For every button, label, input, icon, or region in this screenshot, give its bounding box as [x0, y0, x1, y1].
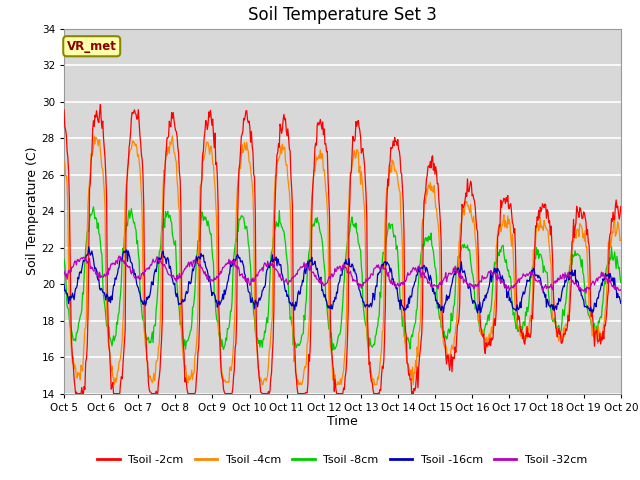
Title: Soil Temperature Set 3: Soil Temperature Set 3 [248, 6, 437, 24]
Tsoil -8cm [617, 280, 625, 286]
Line: Tsoil -16cm: Tsoil -16cm [64, 247, 621, 313]
Tsoil -4cm [186, 376, 193, 382]
Tsoil -32cm [428, 284, 435, 289]
Tsoil -16cm [214, 300, 222, 306]
Tsoil -16cm [85, 244, 93, 250]
Tsoil -16cm [128, 261, 136, 267]
Tsoil -8cm [428, 242, 436, 248]
Tsoil -32cm [411, 267, 419, 273]
Tsoil -2cm [70, 375, 78, 381]
Tsoil -8cm [128, 212, 136, 217]
Tsoil -32cm [185, 259, 193, 265]
Tsoil -2cm [186, 391, 193, 396]
Tsoil -2cm [72, 391, 79, 396]
Tsoil -32cm [60, 268, 68, 274]
Tsoil -2cm [617, 204, 625, 209]
Tsoil -8cm [70, 337, 78, 343]
Tsoil -2cm [428, 154, 436, 160]
Tsoil -16cm [70, 297, 78, 302]
Tsoil -2cm [215, 307, 223, 313]
Tsoil -8cm [214, 318, 222, 324]
Text: VR_met: VR_met [67, 40, 116, 53]
Tsoil -32cm [617, 287, 625, 293]
Tsoil -2cm [412, 385, 419, 391]
Tsoil -4cm [617, 238, 625, 243]
Tsoil -4cm [70, 366, 78, 372]
Tsoil -4cm [412, 358, 419, 363]
Tsoil -2cm [60, 107, 68, 113]
Tsoil -8cm [185, 335, 193, 341]
Tsoil -8cm [90, 204, 97, 210]
Tsoil -4cm [428, 183, 436, 189]
Tsoil -32cm [214, 275, 222, 280]
Tsoil -16cm [474, 310, 481, 316]
Tsoil -8cm [412, 319, 419, 325]
Tsoil -32cm [128, 267, 136, 273]
Tsoil -4cm [215, 331, 223, 336]
Tsoil -4cm [111, 382, 118, 387]
Line: Tsoil -8cm: Tsoil -8cm [64, 207, 621, 350]
Tsoil -4cm [60, 159, 68, 165]
Line: Tsoil -2cm: Tsoil -2cm [64, 105, 621, 394]
Tsoil -8cm [60, 256, 68, 262]
Tsoil -16cm [617, 300, 625, 306]
Tsoil -4cm [168, 133, 176, 139]
Tsoil -2cm [97, 102, 104, 108]
Legend: Tsoil -2cm, Tsoil -4cm, Tsoil -8cm, Tsoil -16cm, Tsoil -32cm: Tsoil -2cm, Tsoil -4cm, Tsoil -8cm, Tsoi… [93, 450, 592, 469]
Tsoil -32cm [115, 253, 123, 259]
Tsoil -32cm [70, 261, 78, 266]
Line: Tsoil -4cm: Tsoil -4cm [64, 136, 621, 384]
Tsoil -16cm [411, 279, 419, 285]
Tsoil -8cm [329, 348, 337, 353]
Y-axis label: Soil Temperature (C): Soil Temperature (C) [26, 147, 39, 276]
Tsoil -16cm [60, 281, 68, 287]
X-axis label: Time: Time [327, 415, 358, 429]
Line: Tsoil -32cm: Tsoil -32cm [64, 256, 621, 293]
Tsoil -16cm [428, 276, 435, 282]
Tsoil -4cm [128, 141, 136, 147]
Tsoil -2cm [129, 111, 137, 117]
Tsoil -16cm [185, 279, 193, 285]
Tsoil -32cm [582, 290, 590, 296]
